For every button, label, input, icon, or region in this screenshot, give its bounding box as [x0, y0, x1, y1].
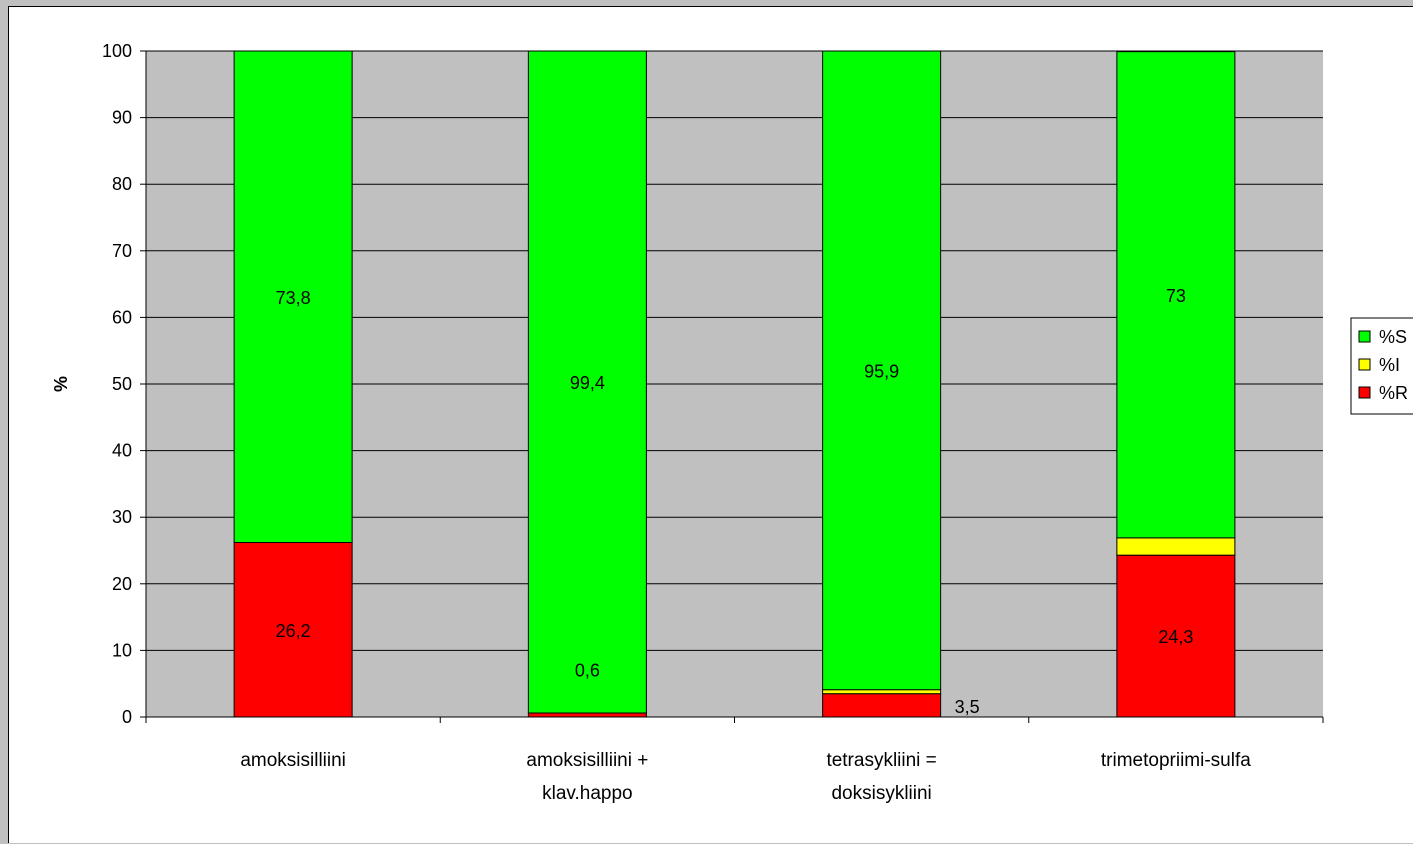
y-tick-label: 30 — [112, 507, 132, 527]
bar-segment-s — [527, 50, 647, 714]
legend-label: %S — [1379, 327, 1407, 347]
y-tick-label: 20 — [112, 574, 132, 594]
bar-segment-r — [1116, 554, 1236, 718]
legend-swatch — [1358, 358, 1371, 371]
bar-segment-s — [233, 50, 353, 544]
y-tick-label: 0 — [122, 707, 132, 727]
bar-segment-r — [527, 712, 647, 718]
legend-swatch — [1358, 330, 1371, 343]
category-label: amoksisilliini + — [526, 750, 648, 771]
category-label: trimetopriimi-sulfa — [1101, 750, 1251, 771]
data-label: 0,6 — [575, 661, 600, 681]
bar-segment-r — [822, 693, 942, 718]
y-tick-label: 40 — [112, 441, 132, 461]
category-label: amoksisilliini — [240, 750, 346, 771]
legend-swatch — [1358, 386, 1371, 399]
category-label: klav.happo — [542, 783, 633, 804]
y-tick-label: 10 — [112, 640, 132, 660]
legend-label: %I — [1379, 355, 1400, 375]
bar-segment-i — [822, 689, 942, 695]
data-label: 3,5 — [955, 697, 980, 717]
data-label: 99,4 — [570, 373, 605, 393]
y-tick-label: 50 — [112, 374, 132, 394]
y-tick-label: 100 — [102, 41, 132, 61]
y-tick-label: 60 — [112, 307, 132, 327]
y-tick-label: 80 — [112, 174, 132, 194]
bar-segment-s — [822, 50, 942, 691]
bar-segment-s — [1116, 51, 1236, 539]
y-axis-label: % — [51, 376, 71, 392]
bar-segment-i — [1116, 537, 1236, 556]
category-label: tetrasykliini = — [826, 750, 936, 771]
data-label: 26,2 — [276, 621, 311, 641]
bar-segment-r — [233, 542, 353, 718]
data-label: 24,3 — [1158, 627, 1193, 647]
stacked-bar-chart: 0 10 20 30 40 50 60 70 80 90 100% 26,2 73,8 99,4 3,5 0,… — [51, 41, 1413, 804]
data-label: 73 — [1166, 286, 1186, 306]
data-label: 73,8 — [276, 288, 311, 308]
legend-label: %R — [1379, 383, 1408, 403]
y-tick-label: 90 — [112, 108, 132, 128]
category-label: doksisykliini — [831, 783, 931, 804]
chart-area: 0 10 20 30 40 50 60 70 80 90 100% 26,2 73,8 99,4 3,5 0,… — [8, 6, 1413, 843]
y-tick-label: 70 — [112, 241, 132, 261]
data-label: 95,9 — [864, 361, 899, 381]
